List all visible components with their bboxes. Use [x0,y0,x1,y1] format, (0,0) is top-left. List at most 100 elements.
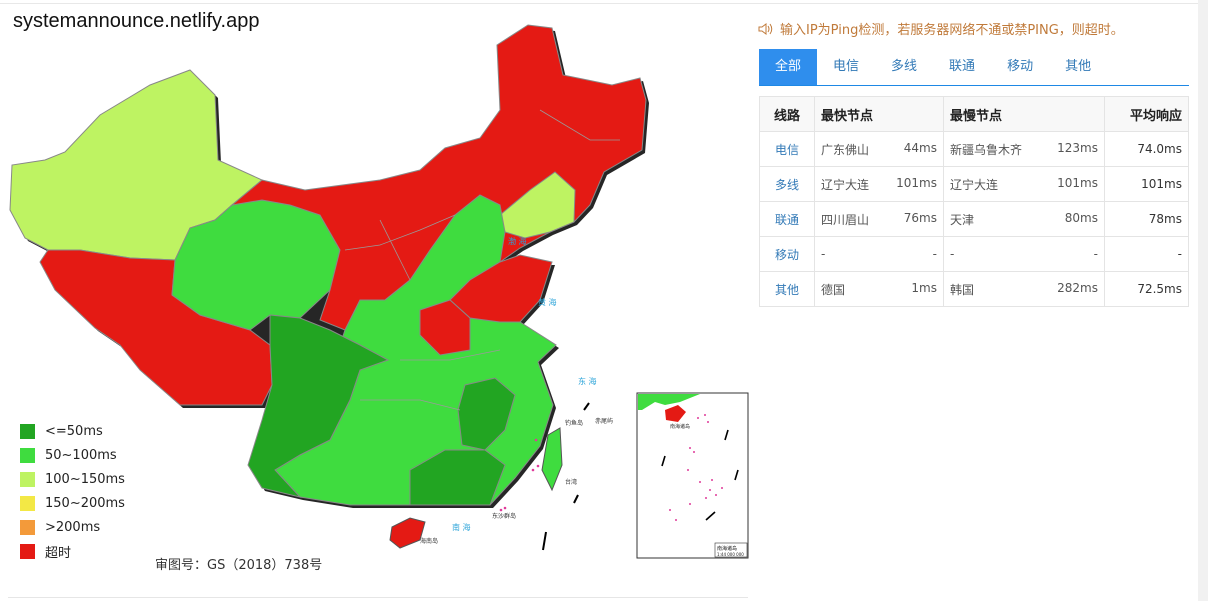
china-ping-map: 渤 海 黄 海 东 海 南 海 钓鱼岛 赤尾屿 台湾 东沙群岛 海南岛 [9,24,749,559]
fast-ms: 101ms [896,175,937,190]
fast-ms: 1ms [911,280,937,295]
frame-bottom-border [8,597,748,598]
row-line[interactable]: 移动 [759,236,815,272]
row-line[interactable]: 其他 [759,271,815,307]
row-line[interactable]: 联通 [759,201,815,237]
table-row: 电信 广东佛山 44ms 新疆乌鲁木齐 123ms 74.0ms [759,131,1189,167]
fast-node: - [821,247,826,261]
row-slowest: 新疆乌鲁木齐 123ms [943,131,1105,167]
legend-swatch [20,447,35,463]
row-fastest: 德国 1ms [814,271,944,307]
legend-swatch [20,495,35,511]
tab-0[interactable]: 全部 [759,49,818,85]
slow-node: 辽宁大连 [950,177,999,192]
sea-label-bohai: 渤 海 [508,236,527,246]
row-line[interactable]: 电信 [759,131,815,167]
slow-ms: - [1093,247,1098,261]
region-henan [419,299,471,356]
legend-item: 超时 [20,539,125,563]
tab-3[interactable]: 联通 [949,59,976,74]
inset-title: 南海诸岛 [717,545,737,552]
fast-node: 德国 [821,282,846,297]
slow-node: - [950,247,955,261]
ping-notice: 输入IP为Ping检测，若服务器网络不通或禁PING，则超时。 [758,19,1124,38]
col-header-line: 线路 [759,96,815,132]
slow-ms: 282ms [1057,280,1098,295]
row-avg: 74.0ms [1104,131,1189,167]
legend-item: 50~100ms [20,443,125,467]
region-hainan [389,517,426,549]
site-title: systemannounce.netlify.app [13,10,260,32]
table-row: 联通 四川眉山 76ms 天津 80ms 78ms [759,201,1189,237]
fast-ms: 76ms [903,210,937,225]
row-slowest: 天津 80ms [943,201,1105,237]
island-label-dongsha: 东沙群岛 [492,512,516,520]
fast-node: 四川眉山 [821,212,870,227]
legend-label: 超时 [45,545,72,561]
inset-scale: 1:44 000 000 [717,552,744,557]
legend-item: >200ms [20,515,125,539]
region-guangdong [409,449,506,506]
table-row: 移动 - - - - - [759,236,1189,272]
col-header-fastest: 最快节点 [814,96,944,132]
row-slowest: 韩国 282ms [943,271,1105,307]
row-avg: - [1104,236,1189,272]
island-label-chiwei: 赤尾屿 [595,417,613,425]
speaker-icon [758,22,773,35]
row-slowest: -- [943,236,1105,272]
svg-text:南海诸岛: 南海诸岛 [670,423,690,430]
slow-node: 天津 [950,212,975,227]
fast-node: 辽宁大连 [821,177,870,192]
legend-swatch [20,543,35,559]
scrollbar-track[interactable] [1198,0,1208,601]
legend-label: >200ms [45,519,101,535]
tab-5[interactable]: 其他 [1065,59,1092,74]
tab-4[interactable]: 移动 [1007,59,1034,74]
notice-text: 输入IP为Ping检测，若服务器网络不通或禁PING，则超时。 [780,23,1124,38]
region-sichuan [247,314,390,498]
tab-2[interactable]: 多线 [891,59,918,74]
row-avg: 72.5ms [1104,271,1189,307]
col-header-slowest: 最慢节点 [943,96,1105,132]
frame-top-border [0,3,1198,4]
legend-swatch [20,471,35,487]
table-row: 多线 辽宁大连 101ms 辽宁大连 101ms 101ms [759,166,1189,202]
row-fastest: 四川眉山 76ms [814,201,944,237]
sea-label-donghai: 东 海 [578,376,597,386]
legend-label: 150~200ms [45,495,125,511]
legend-swatch [20,423,35,439]
slow-node: 韩国 [950,282,975,297]
fast-ms: - [932,247,937,261]
slow-ms: 123ms [1057,140,1098,155]
latency-legend: <=50ms 50~100ms 100~150ms 150~200ms >200ms 超时 [20,419,125,563]
sea-label-nanhai: 南 海 [452,522,471,532]
row-slowest: 辽宁大连 101ms [943,166,1105,202]
south-china-sea-inset: 南海诸岛 南海诸岛 1:44 000 000 [636,392,749,559]
fast-ms: 44ms [903,140,937,155]
legend-item: <=50ms [20,419,125,443]
fast-node: 广东佛山 [821,142,870,157]
slow-ms: 80ms [1064,210,1098,225]
region-taiwan [541,427,563,492]
row-avg: 78ms [1104,201,1189,237]
legend-swatch [20,519,35,535]
legend-item: 150~200ms [20,491,125,515]
sea-label-huanghai: 黄 海 [538,297,557,307]
row-fastest: 广东佛山 44ms [814,131,944,167]
legend-label: 50~100ms [45,447,117,463]
row-line[interactable]: 多线 [759,166,815,202]
row-fastest: 辽宁大连 101ms [814,166,944,202]
legend-label: 100~150ms [45,471,125,487]
map-approval-number: 审图号：GS（2018）738号 [155,558,323,573]
legend-label: <=50ms [45,423,103,439]
col-header-avg: 平均响应 [1104,96,1189,132]
region-liaoning [499,171,576,239]
ping-result-table: 线路 最快节点 最慢节点 平均响应 电信 广东佛山 44ms 新疆乌鲁木齐 123ms 7… [759,96,1189,307]
legend-item: 100~150ms [20,467,125,491]
isp-tabs: 全部 电信 多线 联通 移动 其他 [759,49,1189,86]
island-label-hainan: 海南岛 [420,537,438,545]
tab-1[interactable]: 电信 [833,59,860,74]
table-row: 其他 德国 1ms 韩国 282ms 72.5ms [759,271,1189,307]
island-label-diaoyu: 钓鱼岛 [565,419,583,427]
slow-node: 新疆乌鲁木齐 [950,142,1023,157]
